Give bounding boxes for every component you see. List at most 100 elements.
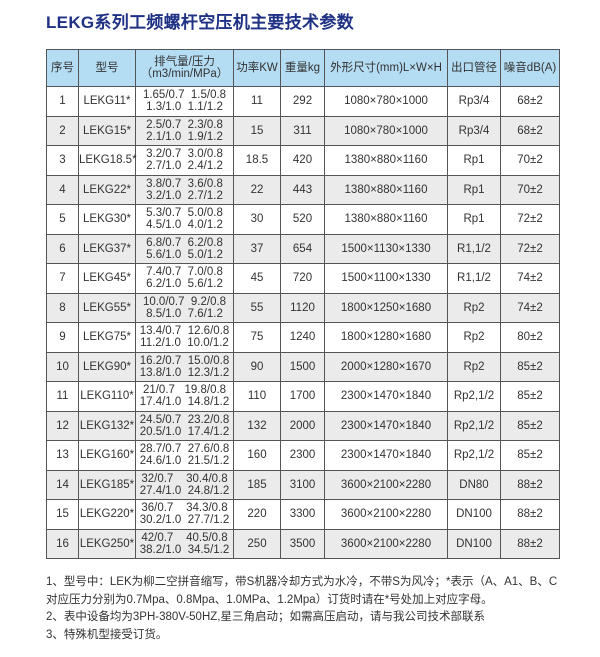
dimensions-cell: 2300×1470×1840 (324, 410, 448, 441)
note-1: 1、型号中：LEK为柳二空拼音缩写，带S机器冷却方式为水冷，不带S为风冷；*表示… (46, 576, 558, 606)
flow-pressure-line: 16.2/0.7 15.0/0.8 (139, 354, 230, 367)
weight-cell: 420 (280, 145, 325, 176)
model-cell: LEKG11* (78, 86, 136, 117)
flow-pressure-line: 1.65/0.7 1.5/0.8 (142, 89, 227, 102)
row-number-cell: 2 (46, 115, 79, 146)
weight-cell: 720 (280, 263, 325, 294)
column-header-text: （m3/min/MPa） (140, 68, 229, 80)
outlet-cell: DN100 (447, 528, 501, 559)
spec-table: 序号 型号 排气量/压力 （m3/min/MPa） 功率KW 重量kg 外形尺寸(mm)L×… (46, 49, 560, 559)
power-cell: 18.5 (233, 145, 281, 176)
flow-pressure-line: 6.2/1.0 5.6/1.2 (146, 278, 223, 291)
weight-cell: 3100 (280, 469, 325, 500)
table-row: 15 LEKG220* 36/0.7 34.3/0.8 30.2/1.0 27.7/1… (46, 499, 560, 530)
power-cell: 75 (233, 322, 281, 353)
noise-cell: 85±2 (500, 381, 560, 412)
row-number-cell: 4 (46, 174, 79, 205)
noise-cell: 72±2 (500, 204, 560, 235)
table-header-row: 序号 型号 排气量/压力 （m3/min/MPa） 功率KW 重量kg 外形尺寸(mm)L×… (46, 49, 560, 87)
weight-cell: 443 (280, 174, 325, 205)
outlet-cell: R1,1/2 (447, 263, 501, 294)
flow-pressure-cell: 3.2/0.7 3.0/0.8 2.7/1.0 2.4/1.2 (135, 145, 234, 176)
model-cell: LEKG75* (78, 322, 136, 353)
power-cell: 110 (233, 381, 281, 412)
table-row: 3 LEKG18.5* 3.2/0.7 3.0/0.8 2.7/1.0 2.4/1.2… (46, 145, 560, 176)
table-row: 8 LEKG55* 10.0/0.7 9.2/0.8 8.5/1.0 7.6/1.2 5… (46, 292, 560, 323)
flow-pressure-cell: 2.5/0.7 2.3/0.8 2.1/1.0 1.9/1.2 (135, 115, 234, 146)
weight-cell: 1700 (280, 381, 325, 412)
outlet-cell: Rp1 (447, 204, 501, 235)
row-number-cell: 11 (46, 381, 79, 412)
flow-pressure-cell: 28.7/0.7 27.6/0.8 24.6/1.0 21.5/1.2 (135, 440, 234, 471)
noise-cell: 70±2 (500, 145, 560, 176)
flow-pressure-line: 8.5/1.0 7.6/1.2 (146, 307, 223, 320)
noise-cell: 85±2 (500, 351, 560, 382)
flow-pressure-line: 3.8/0.7 3.6/0.8 (146, 177, 223, 190)
row-number-cell: 10 (46, 351, 79, 382)
flow-pressure-line: 7.4/0.7 7.0/0.8 (146, 266, 223, 279)
row-number-cell: 7 (46, 263, 79, 294)
column-header-text: 型号 (95, 62, 119, 74)
dimensions-cell: 1380×880×1160 (324, 145, 448, 176)
table-row: 6 LEKG37* 6.8/0.7 6.2/0.8 5.6/1.0 5.0/1.2 37… (46, 233, 560, 264)
power-cell: 185 (233, 469, 281, 500)
dimensions-cell: 1380×880×1160 (324, 204, 448, 235)
model-cell: LEKG220* (78, 499, 136, 530)
flow-pressure-line: 6.8/0.7 6.2/0.8 (146, 236, 223, 249)
column-header: 功率KW (233, 49, 281, 87)
row-number-cell: 3 (46, 145, 79, 176)
column-header: 出口管径 (447, 49, 501, 87)
power-cell: 160 (233, 440, 281, 471)
dimensions-cell: 1080×780×1000 (324, 115, 448, 146)
flow-pressure-line: 13.4/0.7 12.6/0.8 (139, 325, 230, 338)
table-row: 1 LEKG11* 1.65/0.7 1.5/0.8 1.3/1.0 1.1/1.2 1… (46, 86, 560, 117)
column-header: 噪音dB(A) (500, 49, 560, 87)
column-header-text: 重量kg (284, 62, 321, 74)
outlet-cell: Rp3/4 (447, 86, 501, 117)
column-header: 型号 (78, 49, 136, 87)
noise-cell: 74±2 (500, 292, 560, 323)
column-header: 重量kg (280, 49, 325, 87)
flow-pressure-line: 38.2/1.0 34.5/1.2 (139, 543, 230, 556)
flow-pressure-cell: 6.8/0.7 6.2/0.8 5.6/1.0 5.0/1.2 (135, 233, 234, 264)
model-cell: LEKG132* (78, 410, 136, 441)
flow-pressure-line: 3.2/1.0 2.7/1.2 (146, 189, 223, 202)
flow-pressure-line: 30.2/1.0 27.7/1.2 (139, 514, 230, 527)
column-header-text: 噪音dB(A) (503, 62, 557, 74)
outlet-cell: Rp2 (447, 351, 501, 382)
outlet-cell: Rp2 (447, 322, 501, 353)
flow-pressure-cell: 32/0.7 30.4/0.8 27.4/1.0 24.8/1.2 (135, 469, 234, 500)
noise-cell: 88±2 (500, 499, 560, 530)
table-row: 7 LEKG45* 7.4/0.7 7.0/0.8 6.2/1.0 5.6/1.2 45… (46, 263, 560, 294)
flow-pressure-line: 17.4/1.0 14.8/1.2 (139, 396, 230, 409)
flow-pressure-cell: 13.4/0.7 12.6/0.8 11.2/1.0 10.0/1.2 (135, 322, 234, 353)
weight-cell: 654 (280, 233, 325, 264)
power-cell: 11 (233, 86, 281, 117)
power-cell: 30 (233, 204, 281, 235)
weight-cell: 292 (280, 86, 325, 117)
weight-cell: 1500 (280, 351, 325, 382)
row-number-cell: 5 (46, 204, 79, 235)
flow-pressure-cell: 42/0.7 40.5/0.8 38.2/1.0 34.5/1.2 (135, 528, 234, 559)
dimensions-cell: 3600×2100×2280 (324, 499, 448, 530)
noise-cell: 80±2 (500, 322, 560, 353)
row-number-cell: 8 (46, 292, 79, 323)
row-number-cell: 15 (46, 499, 79, 530)
table-row: 9 LEKG75* 13.4/0.7 12.6/0.8 11.2/1.0 10.0/1… (46, 322, 560, 353)
model-cell: LEKG185* (78, 469, 136, 500)
flow-pressure-line: 32/0.7 30.4/0.8 (141, 472, 228, 485)
model-cell: LEKG250* (78, 528, 136, 559)
weight-cell: 1240 (280, 322, 325, 353)
outlet-cell: Rp2,1/2 (447, 410, 501, 441)
dimensions-cell: 1800×1280×1680 (324, 322, 448, 353)
noise-cell: 85±2 (500, 440, 560, 471)
table-row: 16 LEKG250* 42/0.7 40.5/0.8 38.2/1.0 34.5/1… (46, 528, 560, 559)
flow-pressure-cell: 24.5/0.7 23.2/0.8 20.5/1.0 17.4/1.2 (135, 410, 234, 441)
power-cell: 55 (233, 292, 281, 323)
model-cell: LEKG18.5* (78, 145, 137, 176)
dimensions-cell: 1800×1250×1680 (324, 292, 448, 323)
outlet-cell: DN80 (447, 469, 501, 500)
column-header-text: 功率KW (236, 62, 278, 74)
flow-pressure-cell: 10.0/0.7 9.2/0.8 8.5/1.0 7.6/1.2 (135, 292, 234, 323)
row-number-cell: 16 (46, 528, 79, 559)
